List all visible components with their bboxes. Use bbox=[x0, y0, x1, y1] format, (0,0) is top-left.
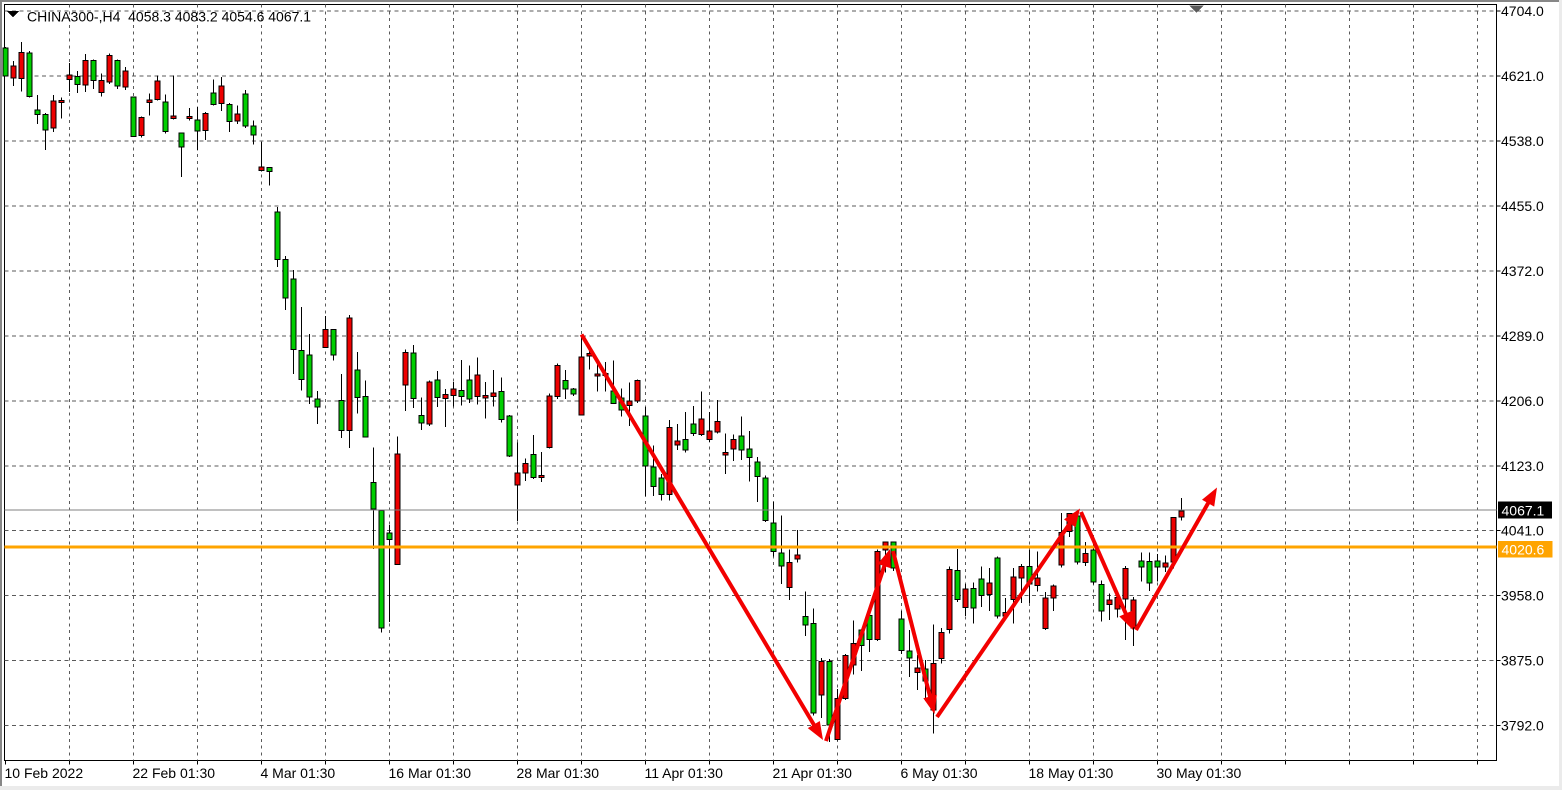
svg-text:3958.0: 3958.0 bbox=[1501, 588, 1544, 604]
svg-text:28 Mar 01:30: 28 Mar 01:30 bbox=[517, 765, 600, 781]
svg-text:22 Feb 01:30: 22 Feb 01:30 bbox=[133, 765, 216, 781]
svg-text:18 May 01:30: 18 May 01:30 bbox=[1029, 765, 1114, 781]
svg-text:4 Mar 01:30: 4 Mar 01:30 bbox=[261, 765, 336, 781]
svg-text:16 Mar 01:30: 16 Mar 01:30 bbox=[389, 765, 472, 781]
svg-text:4704.0: 4704.0 bbox=[1501, 3, 1544, 19]
svg-text:10 Feb 2022: 10 Feb 2022 bbox=[5, 765, 84, 781]
svg-text:4538.0: 4538.0 bbox=[1501, 133, 1544, 149]
svg-text:4455.0: 4455.0 bbox=[1501, 198, 1544, 214]
svg-text:4067.1: 4067.1 bbox=[1502, 503, 1545, 519]
svg-text:11 Apr 01:30: 11 Apr 01:30 bbox=[645, 765, 724, 781]
svg-text:4289.0: 4289.0 bbox=[1501, 328, 1544, 344]
svg-text:4020.6: 4020.6 bbox=[1502, 542, 1545, 558]
svg-text:21 Apr 01:30: 21 Apr 01:30 bbox=[773, 765, 853, 781]
svg-text:3875.0: 3875.0 bbox=[1501, 653, 1544, 669]
svg-text:4123.0: 4123.0 bbox=[1501, 458, 1544, 474]
svg-text:4206.0: 4206.0 bbox=[1501, 393, 1544, 409]
svg-text:30 May 01:30: 30 May 01:30 bbox=[1157, 765, 1242, 781]
svg-text:4372.0: 4372.0 bbox=[1501, 263, 1544, 279]
svg-text:CHINA300-,H4 4058.3 4083.2 40: CHINA300-,H4 4058.3 4083.2 4054.6 4067.1 bbox=[27, 9, 311, 25]
svg-text:6 May 01:30: 6 May 01:30 bbox=[901, 765, 978, 781]
svg-text:4041.0: 4041.0 bbox=[1501, 523, 1544, 539]
svg-text:4621.0: 4621.0 bbox=[1501, 68, 1544, 84]
svg-text:3792.0: 3792.0 bbox=[1501, 718, 1544, 734]
